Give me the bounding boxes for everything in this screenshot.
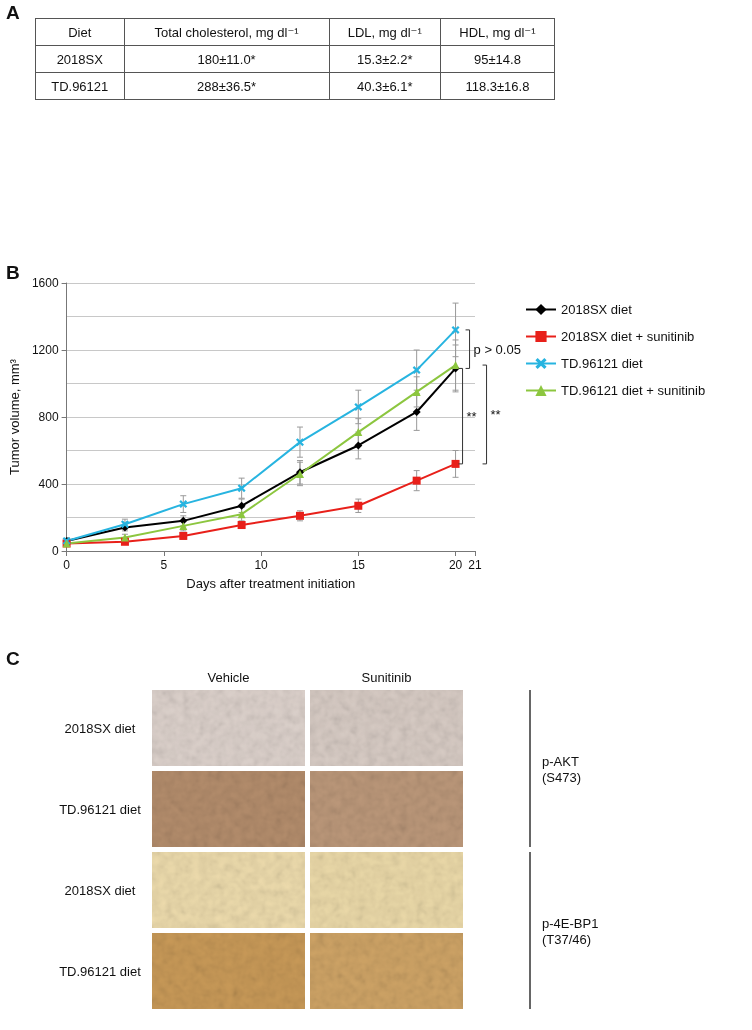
svg-text:10: 10 [254, 558, 268, 572]
svg-text:0: 0 [52, 544, 59, 558]
svg-text:TD.96121 diet: TD.96121 diet [59, 964, 141, 979]
html-text:B: B [6, 262, 20, 283]
html-text:288±36.5*: 288±36.5* [197, 78, 257, 94]
svg-text:TD.96121 diet: TD.96121 diet [59, 802, 141, 817]
svg-text:20: 20 [449, 558, 463, 572]
svg-text:Sunitinib: Sunitinib [362, 670, 412, 685]
html-text:118.3±16.8: 118.3±16.8 [465, 78, 530, 94]
svg-text:15: 15 [352, 558, 366, 572]
svg-text:(T37/46): (T37/46) [542, 932, 591, 947]
svg-text:Vehicle: Vehicle [208, 670, 250, 685]
html-text:2018SX: 2018SX [56, 51, 103, 67]
html-text:LDL, mg dl⁻¹: LDL, mg dl⁻¹ [347, 24, 422, 40]
svg-text:p-AKT: p-AKT [542, 754, 579, 769]
svg-text:TD.96121 diet: TD.96121 diet [561, 356, 643, 371]
html-text:C: C [6, 648, 20, 669]
svg-text:**: ** [491, 407, 501, 422]
svg-text:Days after treatment initiatio: Days after treatment initiation [186, 576, 355, 591]
svg-text:p > 0.05: p > 0.05 [474, 342, 521, 357]
svg-text:2018SX diet: 2018SX diet [561, 302, 632, 317]
svg-text:1600: 1600 [32, 276, 59, 290]
svg-text:0: 0 [63, 558, 70, 572]
html-text:A: A [6, 2, 20, 23]
svg-text:5: 5 [160, 558, 167, 572]
html-text:Total cholesterol, mg dl⁻¹: Total cholesterol, mg dl⁻¹ [154, 24, 299, 40]
svg-text:2018SX diet: 2018SX diet [65, 883, 136, 898]
html-text:40.3±6.1*: 40.3±6.1* [357, 78, 413, 94]
html-text:TD.96121: TD.96121 [51, 78, 109, 94]
svg-text:(S473): (S473) [542, 770, 581, 785]
html-text:95±14.8: 95±14.8 [474, 51, 521, 67]
svg-text:**: ** [467, 409, 477, 424]
html-text:15.3±2.2*: 15.3±2.2* [357, 51, 413, 67]
svg-text:1200: 1200 [32, 343, 59, 357]
svg-text:TD.96121 diet + sunitinib: TD.96121 diet + sunitinib [561, 383, 705, 398]
html-text:Diet: Diet [68, 24, 92, 40]
svg-text:2018SX diet + sunitinib: 2018SX diet + sunitinib [561, 329, 694, 344]
svg-text:400: 400 [39, 477, 59, 491]
svg-text:Tumor volume, mm³: Tumor volume, mm³ [7, 358, 22, 474]
svg-text:21: 21 [468, 558, 482, 572]
svg-text:2018SX diet: 2018SX diet [65, 721, 136, 736]
svg-text:p-4E-BP1: p-4E-BP1 [542, 916, 598, 931]
html-text:180±11.0*: 180±11.0* [197, 51, 256, 67]
svg-text:800: 800 [39, 410, 59, 424]
html-text:HDL, mg dl⁻¹: HDL, mg dl⁻¹ [459, 24, 536, 40]
